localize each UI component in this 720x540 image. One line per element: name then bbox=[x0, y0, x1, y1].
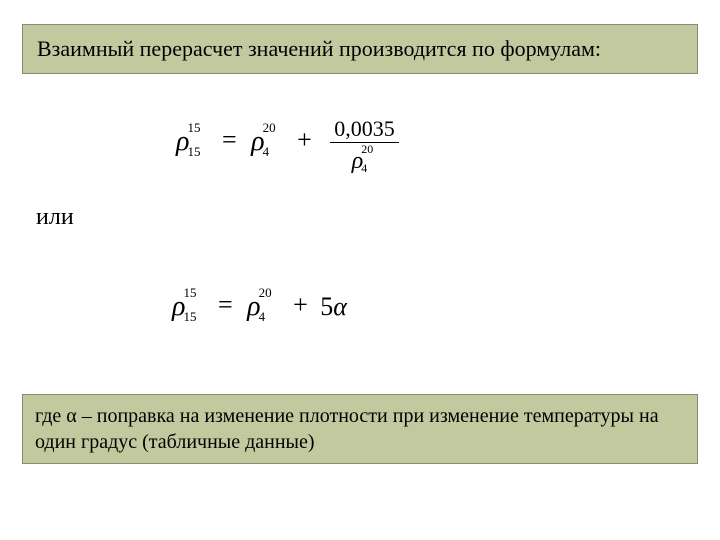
coefficient-5: 5 bbox=[320, 292, 333, 321]
fraction: 0,0035 ρ 20 4 bbox=[330, 118, 399, 173]
rho-20-4-den: ρ 20 4 bbox=[352, 147, 364, 173]
rho-15-15: ρ 15 15 bbox=[172, 291, 185, 323]
title-text: Взаимный перерасчет значений производитс… bbox=[37, 36, 601, 61]
note-text: где α – поправка на изменение плотности … bbox=[35, 405, 659, 453]
rho-15-15: ρ 15 15 bbox=[176, 126, 189, 158]
rho-sup: 20 bbox=[263, 120, 276, 136]
rho-sup: 20 bbox=[361, 143, 373, 155]
plus-sign: + bbox=[293, 290, 308, 319]
rho-20-4: ρ 20 4 bbox=[247, 291, 260, 323]
fraction-numerator: 0,0035 bbox=[330, 118, 399, 143]
formula-1: ρ 15 15 = ρ 20 4 + 0,0035 ρ 20 4 bbox=[174, 118, 399, 173]
alpha-symbol: α bbox=[333, 292, 347, 321]
plus-sign: + bbox=[297, 125, 312, 154]
slide: Взаимный перерасчет значений производитс… bbox=[0, 0, 720, 540]
note-banner: где α – поправка на изменение плотности … bbox=[22, 394, 698, 464]
rho-sup: 15 bbox=[187, 120, 200, 136]
equals-sign: = bbox=[222, 125, 237, 154]
equals-sign: = bbox=[218, 290, 233, 319]
rho-sub: 15 bbox=[183, 309, 196, 325]
fraction-denominator: ρ 20 4 bbox=[330, 143, 399, 173]
rho-sup: 15 bbox=[183, 285, 196, 301]
formula-2: ρ 15 15 = ρ 20 4 + 5α bbox=[170, 290, 347, 323]
title-banner: Взаимный перерасчет значений производитс… bbox=[22, 24, 698, 74]
rho-20-4: ρ 20 4 bbox=[251, 126, 264, 158]
rho-sub: 15 bbox=[187, 144, 200, 160]
rho-sub: 4 bbox=[361, 162, 367, 174]
rho-sub: 4 bbox=[263, 144, 270, 160]
rho-sup: 20 bbox=[259, 285, 272, 301]
rho-sub: 4 bbox=[259, 309, 266, 325]
or-text: или bbox=[36, 204, 74, 231]
